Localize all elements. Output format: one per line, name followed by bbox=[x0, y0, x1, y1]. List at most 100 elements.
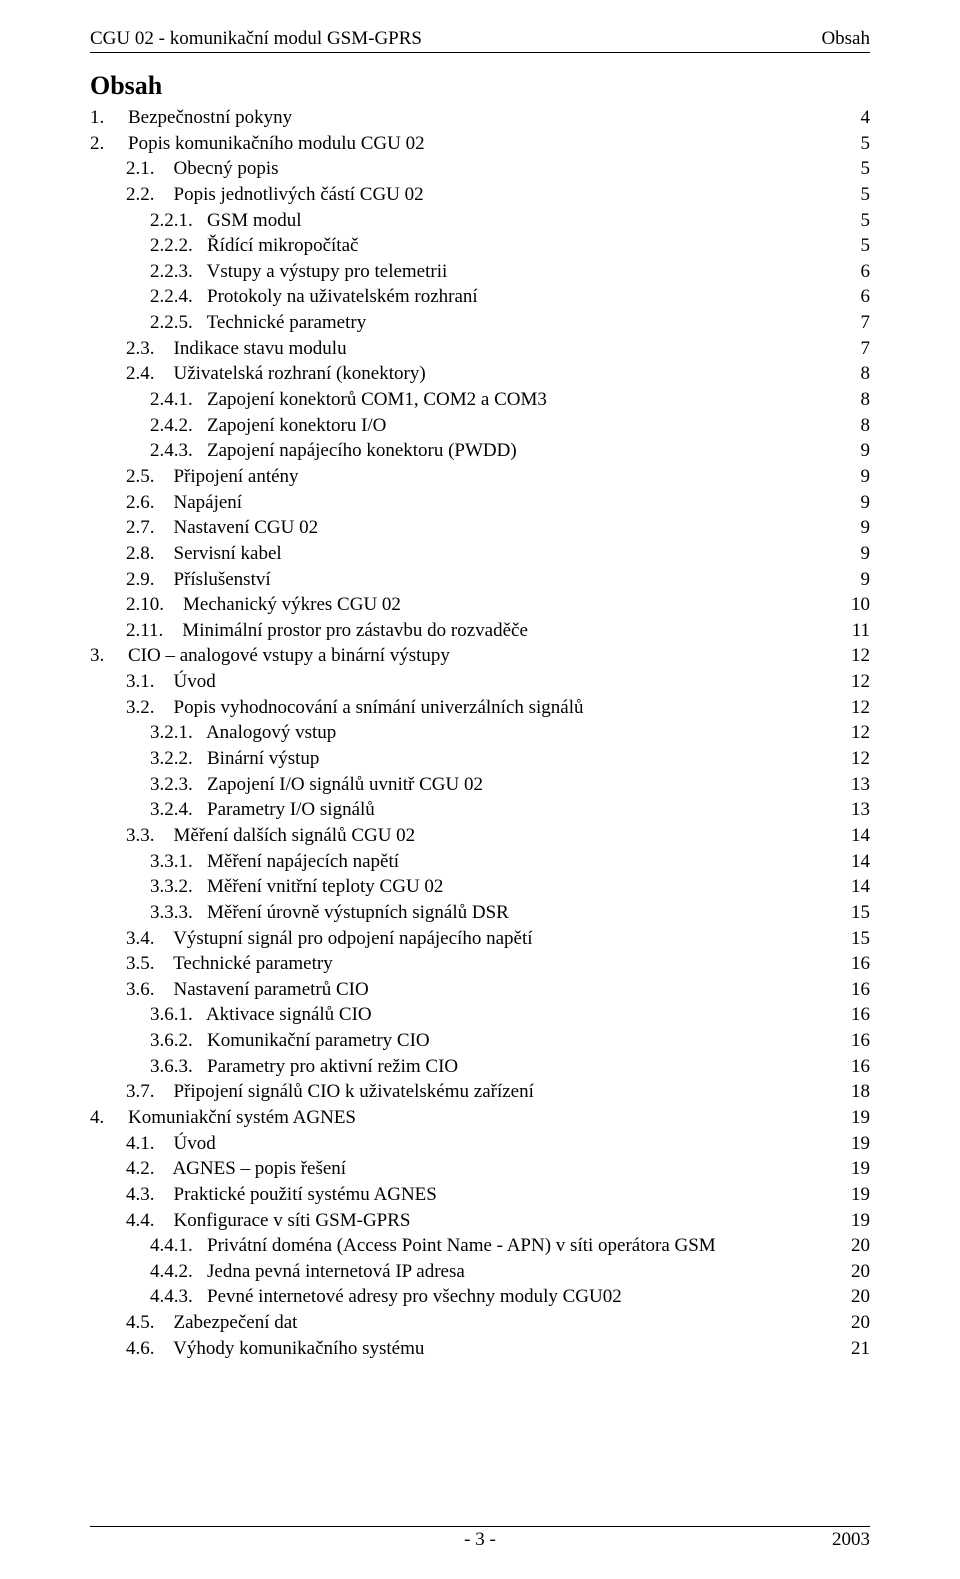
toc-entry-label: 2.4. Uživatelská rozhraní (konektory) bbox=[90, 361, 426, 387]
toc-entry: 4.5. Zabezpečení dat 20 bbox=[90, 1310, 870, 1336]
toc-entry: 2.3. Indikace stavu modulu7 bbox=[90, 336, 870, 362]
toc-entry-label: 3.2.3. Zapojení I/O signálů uvnitř CGU 0… bbox=[90, 772, 483, 798]
toc-entry: 2.2.3. Vstupy a výstupy pro telemetrii6 bbox=[90, 259, 870, 285]
toc-entry-page: 9 bbox=[828, 541, 870, 567]
toc-entry: 3.3.3. Měření úrovně výstupních signálů … bbox=[90, 900, 870, 926]
toc-entry-label: 4.6. Výhody komunikačního systému bbox=[90, 1336, 424, 1362]
toc-entry: 4.1. Úvod19 bbox=[90, 1131, 870, 1157]
toc-entry-page: 10 bbox=[828, 592, 870, 618]
toc-entry: 2.5. Připojení antény9 bbox=[90, 464, 870, 490]
toc-entry-label: 2.2.1. GSM modul bbox=[90, 208, 302, 234]
toc-entry-label: 3.3.1. Měření napájecích napětí bbox=[90, 849, 399, 875]
toc-entry: 2.2.5. Technické parametry7 bbox=[90, 310, 870, 336]
toc-entry: 2.2.2. Řídící mikropočítač 5 bbox=[90, 233, 870, 259]
toc-entry-page: 8 bbox=[828, 387, 870, 413]
toc-entry-page: 16 bbox=[828, 1002, 870, 1028]
table-of-contents: 1. Bezpečnostní pokyny42. Popis komunika… bbox=[90, 105, 870, 1361]
toc-entry-label: 3.3.3. Měření úrovně výstupních signálů … bbox=[90, 900, 509, 926]
toc-entry-label: 3.2.4. Parametry I/O signálů bbox=[90, 797, 375, 823]
toc-entry-page: 19 bbox=[828, 1105, 870, 1131]
toc-entry-label: 2.2.2. Řídící mikropočítač bbox=[90, 233, 358, 259]
toc-entry: 2.1. Obecný popis5 bbox=[90, 156, 870, 182]
toc-entry-page: 19 bbox=[828, 1182, 870, 1208]
toc-entry: 4.4.3. Pevné internetové adresy pro všec… bbox=[90, 1284, 870, 1310]
toc-entry-page: 5 bbox=[828, 131, 870, 157]
toc-entry-page: 15 bbox=[828, 900, 870, 926]
toc-entry-page: 7 bbox=[828, 310, 870, 336]
toc-entry: 2.10. Mechanický výkres CGU 02 10 bbox=[90, 592, 870, 618]
toc-entry-page: 5 bbox=[828, 182, 870, 208]
toc-entry-page: 13 bbox=[828, 797, 870, 823]
toc-entry-label: 2.11. Minimální prostor pro zástavbu do … bbox=[90, 618, 528, 644]
toc-entry-page: 9 bbox=[828, 567, 870, 593]
footer-center: - 3 - bbox=[464, 1529, 496, 1551]
page-header: CGU 02 - komunikační modul GSM-GPRS Obsa… bbox=[90, 28, 870, 53]
toc-entry: 3.3.1. Měření napájecích napětí 14 bbox=[90, 849, 870, 875]
header-left: CGU 02 - komunikační modul GSM-GPRS bbox=[90, 28, 422, 50]
page: CGU 02 - komunikační modul GSM-GPRS Obsa… bbox=[0, 0, 960, 1579]
toc-entry-page: 16 bbox=[828, 1054, 870, 1080]
toc-entry: 2.2.4. Protokoly na uživatelském rozhran… bbox=[90, 284, 870, 310]
toc-entry: 3.6.2. Komunikační parametry CIO 16 bbox=[90, 1028, 870, 1054]
toc-entry-page: 16 bbox=[828, 977, 870, 1003]
toc-entry: 3.2. Popis vyhodnocování a snímání unive… bbox=[90, 695, 870, 721]
toc-entry-page: 7 bbox=[828, 336, 870, 362]
toc-entry: 3.3. Měření dalších signálů CGU 0214 bbox=[90, 823, 870, 849]
toc-entry-page: 14 bbox=[828, 874, 870, 900]
toc-entry-label: 2.2. Popis jednotlivých částí CGU 02 bbox=[90, 182, 424, 208]
toc-entry: 2.8. Servisní kabel 9 bbox=[90, 541, 870, 567]
toc-entry-page: 20 bbox=[828, 1233, 870, 1259]
toc-entry-label: 3.7. Připojení signálů CIO k uživatelské… bbox=[90, 1079, 534, 1105]
toc-entry-page: 19 bbox=[828, 1131, 870, 1157]
toc-entry-label: 2.8. Servisní kabel bbox=[90, 541, 282, 567]
toc-entry: 4.4.2. Jedna pevná internetová IP adresa… bbox=[90, 1259, 870, 1285]
toc-entry: 2.4.1. Zapojení konektorů COM1, COM2 a C… bbox=[90, 387, 870, 413]
toc-entry-label: 2.4.1. Zapojení konektorů COM1, COM2 a C… bbox=[90, 387, 547, 413]
toc-entry-page: 20 bbox=[828, 1310, 870, 1336]
toc-entry-page: 12 bbox=[828, 695, 870, 721]
toc-entry: 2.11. Minimální prostor pro zástavbu do … bbox=[90, 618, 870, 644]
toc-entry-page: 9 bbox=[828, 515, 870, 541]
toc-entry-page: 4 bbox=[828, 105, 870, 131]
toc-entry-label: 3.2.1. Analogový vstup bbox=[90, 720, 336, 746]
toc-entry-label: 3.2. Popis vyhodnocování a snímání unive… bbox=[90, 695, 584, 721]
toc-entry: 3.1. Úvod 12 bbox=[90, 669, 870, 695]
toc-entry: 3.2.2. Binární výstup12 bbox=[90, 746, 870, 772]
toc-entry: 2.6. Napájení9 bbox=[90, 490, 870, 516]
toc-entry-label: 2.5. Připojení antény bbox=[90, 464, 299, 490]
toc-entry: 2.9. Příslušenství 9 bbox=[90, 567, 870, 593]
toc-entry: 3.4. Výstupní signál pro odpojení napáje… bbox=[90, 926, 870, 952]
toc-entry: 2.4. Uživatelská rozhraní (konektory)8 bbox=[90, 361, 870, 387]
toc-entry-label: 4.5. Zabezpečení dat bbox=[90, 1310, 297, 1336]
toc-entry-page: 12 bbox=[828, 746, 870, 772]
toc-entry-label: 2.2.4. Protokoly na uživatelském rozhran… bbox=[90, 284, 478, 310]
toc-entry: 4.6. Výhody komunikačního systému 21 bbox=[90, 1336, 870, 1362]
toc-entry-page: 12 bbox=[828, 669, 870, 695]
toc-entry-label: 4.4. Konfigurace v síti GSM-GPRS bbox=[90, 1208, 410, 1234]
toc-entry-label: 1. Bezpečnostní pokyny bbox=[90, 105, 292, 131]
toc-entry: 3. CIO – analogové vstupy a binární výst… bbox=[90, 643, 870, 669]
toc-entry: 4.4. Konfigurace v síti GSM-GPRS19 bbox=[90, 1208, 870, 1234]
toc-entry: 2.2.1. GSM modul5 bbox=[90, 208, 870, 234]
toc-entry: 3.2.4. Parametry I/O signálů 13 bbox=[90, 797, 870, 823]
toc-entry-page: 14 bbox=[828, 849, 870, 875]
toc-entry-label: 2.6. Napájení bbox=[90, 490, 242, 516]
toc-entry-label: 3.4. Výstupní signál pro odpojení napáje… bbox=[90, 926, 533, 952]
toc-entry-label: 4.4.2. Jedna pevná internetová IP adresa bbox=[90, 1259, 465, 1285]
toc-entry-page: 13 bbox=[828, 772, 870, 798]
toc-entry-label: 3.1. Úvod bbox=[90, 669, 216, 695]
toc-entry-page: 20 bbox=[828, 1284, 870, 1310]
toc-entry-page: 9 bbox=[828, 438, 870, 464]
toc-entry: 4.2. AGNES – popis řešení19 bbox=[90, 1156, 870, 1182]
toc-entry-label: 3.6.2. Komunikační parametry CIO bbox=[90, 1028, 430, 1054]
toc-entry-label: 4.4.3. Pevné internetové adresy pro všec… bbox=[90, 1284, 622, 1310]
toc-entry-page: 21 bbox=[828, 1336, 870, 1362]
toc-entry-page: 19 bbox=[828, 1156, 870, 1182]
toc-entry-page: 16 bbox=[828, 1028, 870, 1054]
toc-entry-page: 5 bbox=[828, 156, 870, 182]
toc-entry-page: 5 bbox=[828, 233, 870, 259]
toc-entry-label: 2.9. Příslušenství bbox=[90, 567, 271, 593]
toc-entry-label: 3.6. Nastavení parametrů CIO bbox=[90, 977, 369, 1003]
toc-entry-label: 2.10. Mechanický výkres CGU 02 bbox=[90, 592, 401, 618]
toc-entry-label: 3.5. Technické parametry bbox=[90, 951, 333, 977]
